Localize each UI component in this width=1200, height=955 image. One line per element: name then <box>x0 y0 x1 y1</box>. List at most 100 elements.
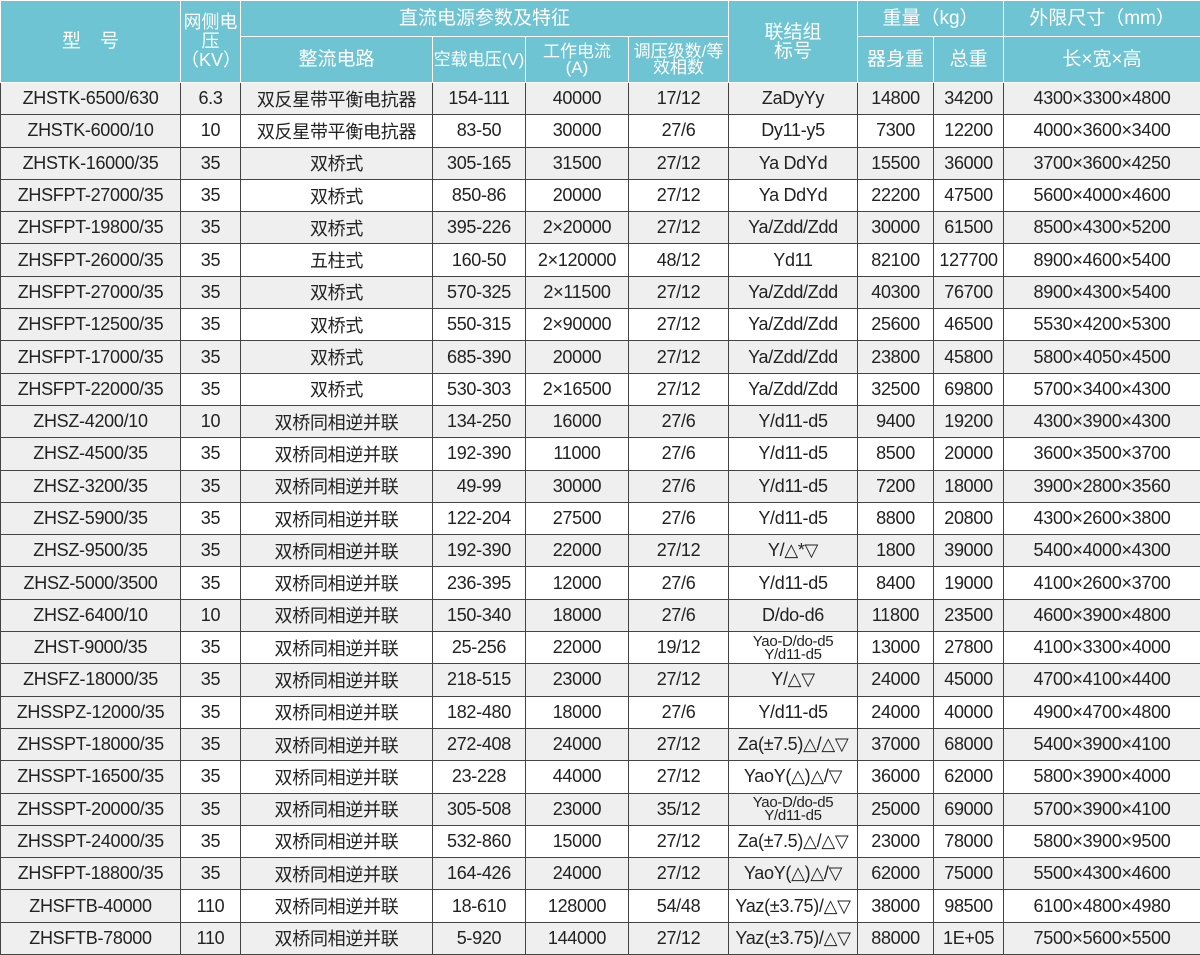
cell-steps: 27/6 <box>627 566 730 600</box>
cell-circuit: 双桥式 <box>240 372 433 406</box>
cell-model: ZHSFPT-22000/35 <box>0 372 181 406</box>
cell-dimensions: 6100×4800×4980 <box>1003 889 1200 923</box>
table-row: ZHSFPT-27000/35 35 双桥式 570-325 2×11500 27/12 Y… <box>0 275 1200 310</box>
cell-current: 30000 <box>525 469 629 503</box>
cell-current: 27500 <box>525 501 629 536</box>
cell-body-weight: 1800 <box>857 534 935 568</box>
table-row: ZHSZ-5000/3500 35 双桥同相逆并联 236-395 12000 27/6 Y… <box>0 566 1200 600</box>
table-row: ZHSZ-9500/35 35 双桥同相逆并联 192-390 22000 27/12 Y/… <box>0 534 1200 568</box>
cell-dimensions: 4100×3300×4000 <box>1003 631 1200 665</box>
cell-body-weight: 7300 <box>857 114 935 148</box>
cell-model: ZHSFPT-19800/35 <box>0 211 181 245</box>
cell-body-weight: 8500 <box>857 437 935 471</box>
cell-steps: 27/12 <box>627 857 730 891</box>
cell-steps: 27/6 <box>627 469 730 503</box>
cell-total-weight: 23500 <box>933 598 1005 633</box>
cell-total-weight: 34200 <box>933 81 1005 116</box>
cell-connection: Za(±7.5)△/△▽ <box>728 727 859 762</box>
cell-total-weight: 68000 <box>933 727 1005 762</box>
cell-circuit: 双桥同相逆并联 <box>240 792 433 826</box>
cell-body-weight: 36000 <box>857 760 935 794</box>
cell-steps: 27/12 <box>627 308 730 342</box>
cell-steps: 27/12 <box>627 178 730 213</box>
cell-total-weight: 39000 <box>933 534 1005 568</box>
cell-total-weight: 75000 <box>933 857 1005 891</box>
cell-connection: Ya/Zdd/Zdd <box>728 372 859 406</box>
cell-dimensions: 5500×4300×4600 <box>1003 857 1200 891</box>
cell-voltage: 10 <box>180 114 241 148</box>
cell-voltage: 110 <box>180 921 241 955</box>
cell-no-load-voltage: 192-390 <box>432 534 526 568</box>
cell-total-weight: 69000 <box>933 792 1005 826</box>
cell-current: 11000 <box>525 437 629 471</box>
cell-body-weight: 25600 <box>857 308 935 342</box>
header-total-weight: 总重 <box>933 36 1005 83</box>
cell-total-weight: 78000 <box>933 824 1005 859</box>
cell-current: 2×20000 <box>525 211 629 245</box>
cell-no-load-voltage: 236-395 <box>432 566 526 600</box>
cell-model: ZHSZ-5900/35 <box>0 501 181 536</box>
cell-voltage: 10 <box>180 404 241 439</box>
cell-current: 20000 <box>525 178 629 213</box>
table-row: ZHSTK-6000/10 10 双反星带平衡电抗器 83-50 30000 27/6 Dy… <box>0 114 1200 148</box>
cell-body-weight: 8800 <box>857 501 935 536</box>
cell-model: ZHSFPT-27000/35 <box>0 275 181 310</box>
cell-connection: Y/△*▽ <box>728 534 859 568</box>
cell-dimensions: 5700×3400×4300 <box>1003 372 1200 406</box>
cell-steps: 27/12 <box>627 372 730 406</box>
header-circuit: 整流电路 <box>240 36 433 83</box>
cell-connection: ZaDyYy <box>728 81 859 116</box>
cell-circuit: 双桥同相逆并联 <box>240 663 433 697</box>
cell-circuit: 双桥式 <box>240 275 433 310</box>
table-body: ZHSTK-6500/630 6.3 双反星带平衡电抗器 154-111 40000 17… <box>0 81 1200 955</box>
cell-voltage: 35 <box>180 695 241 729</box>
table-row: ZHSSPT-16500/35 35 双桥同相逆并联 23-228 44000 27/12… <box>0 760 1200 794</box>
cell-voltage: 35 <box>180 469 241 503</box>
cell-model: ZHSSPZ-12000/35 <box>0 695 181 729</box>
cell-no-load-voltage: 5-920 <box>432 921 526 955</box>
cell-dimensions: 8500×4300×5200 <box>1003 211 1200 245</box>
cell-voltage: 35 <box>180 178 241 213</box>
cell-model: ZHSZ-6400/10 <box>0 598 181 633</box>
cell-connection: Ya DdYd <box>728 146 859 180</box>
cell-no-load-voltage: 160-50 <box>432 243 526 277</box>
cell-body-weight: 11800 <box>857 598 935 633</box>
cell-steps: 54/48 <box>627 889 730 923</box>
cell-voltage: 35 <box>180 566 241 600</box>
cell-no-load-voltage: 122-204 <box>432 501 526 536</box>
cell-model: ZHSZ-4200/10 <box>0 404 181 439</box>
cell-total-weight: 46500 <box>933 308 1005 342</box>
cell-model: ZHSFTB-78000 <box>0 921 181 955</box>
table-row: ZHSSPZ-12000/35 35 双桥同相逆并联 182-480 18000 27/6… <box>0 695 1200 729</box>
cell-dimensions: 3700×3600×4250 <box>1003 146 1200 180</box>
cell-current: 22000 <box>525 631 629 665</box>
cell-voltage: 6.3 <box>180 81 241 116</box>
cell-model: ZHSFZ-18000/35 <box>0 663 181 697</box>
cell-total-weight: 76700 <box>933 275 1005 310</box>
cell-current: 18000 <box>525 598 629 633</box>
cell-circuit: 双桥同相逆并联 <box>240 598 433 633</box>
cell-body-weight: 24000 <box>857 695 935 729</box>
cell-voltage: 35 <box>180 534 241 568</box>
cell-current: 128000 <box>525 889 629 923</box>
cell-circuit: 五柱式 <box>240 243 433 277</box>
cell-body-weight: 15500 <box>857 146 935 180</box>
cell-no-load-voltage: 532-860 <box>432 824 526 859</box>
cell-total-weight: 127700 <box>933 243 1005 277</box>
table-row: ZHSZ-3200/35 35 双桥同相逆并联 49-99 30000 27/6 Y/d11… <box>0 469 1200 503</box>
cell-steps: 27/12 <box>627 275 730 310</box>
cell-body-weight: 25000 <box>857 792 935 826</box>
cell-circuit: 双桥同相逆并联 <box>240 727 433 762</box>
cell-model: ZHSFTB-40000 <box>0 889 181 923</box>
cell-voltage: 35 <box>180 501 241 536</box>
cell-voltage: 35 <box>180 275 241 310</box>
cell-no-load-voltage: 530-303 <box>432 372 526 406</box>
header-model: 型 号 <box>0 0 181 83</box>
table-row: ZHSSPT-24000/35 35 双桥同相逆并联 532-860 15000 27/1… <box>0 824 1200 859</box>
header-no-load-voltage: 空载电压(V) <box>432 36 526 83</box>
cell-current: 144000 <box>525 921 629 955</box>
table-row: ZHSFPT-18800/35 35 双桥同相逆并联 164-426 24000 27/1… <box>0 857 1200 891</box>
table-row: ZHSFTB-40000 110 双桥同相逆并联 18-610 128000 54/48 Y… <box>0 889 1200 923</box>
cell-voltage: 35 <box>180 243 241 277</box>
